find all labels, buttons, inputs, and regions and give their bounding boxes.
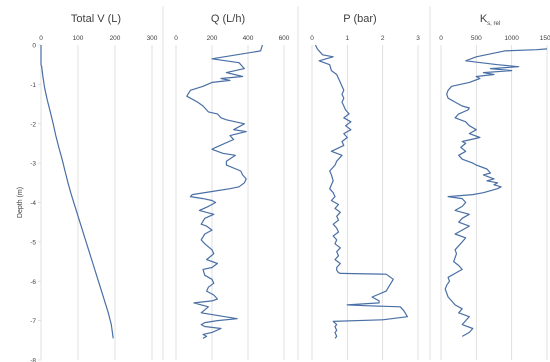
panel-title-main: P (bar): [343, 13, 376, 25]
y-tick-label: -3: [30, 161, 36, 168]
panel-title-main: Total V (L): [71, 13, 121, 25]
panel-0: 0 100 200 300 0 -1 -2 -3 -4 -5 -6 -7 -8 Total V (L) De…: [17, 13, 158, 362]
x-tick-label: 0: [439, 35, 443, 42]
y-tick-label: -1: [30, 82, 36, 89]
x-tick-label: 1000: [504, 35, 519, 42]
x-tick-label: 600: [279, 35, 290, 42]
x-tick-label: 100: [73, 35, 84, 42]
y-tick-label: -8: [30, 358, 36, 362]
x-tick-label: 300: [147, 35, 158, 42]
panel-2: 0 1 2 3 P (bar): [310, 13, 420, 360]
y-tick-label: -5: [30, 239, 36, 246]
panel-title: P (bar): [343, 13, 376, 25]
series-line-0: [40, 45, 114, 339]
panel-3: 0 500 1000 1500 Ks, rel: [439, 13, 550, 360]
x-tick-label: 0: [310, 35, 314, 42]
y-tick-label: -6: [30, 279, 36, 286]
panel-1: 0 200 400 600 Q (L/h): [174, 13, 290, 360]
series-line-0: [314, 44, 408, 339]
x-tick-label: 1500: [540, 35, 550, 42]
y-tick-label: -4: [30, 200, 36, 207]
x-tick-label: 0: [39, 35, 43, 42]
y-tick-label: 0: [32, 43, 36, 50]
y-tick-label: -2: [30, 121, 36, 128]
y-axis-label: Depth (m): [17, 187, 24, 218]
series-line-0: [186, 44, 263, 339]
panel-title-subscript: s, rel: [487, 21, 500, 27]
panel-title-main: Q (L/h): [211, 13, 245, 25]
panel-title-main: K: [480, 13, 488, 25]
y-tick-label: -7: [30, 318, 36, 325]
panel-title: Total V (L): [71, 13, 121, 25]
x-tick-label: 1: [346, 35, 350, 42]
x-tick-label: 2: [381, 35, 385, 42]
x-tick-label: 3: [416, 35, 420, 42]
x-tick-label: 400: [243, 35, 254, 42]
series-line-0: [444, 48, 548, 337]
x-tick-label: 200: [207, 35, 218, 42]
panel-title: Ks, rel: [480, 13, 500, 27]
x-tick-label: 0: [174, 35, 178, 42]
x-tick-label: 200: [110, 35, 121, 42]
x-tick-label: 500: [471, 35, 482, 42]
panel-title: Q (L/h): [211, 13, 245, 25]
